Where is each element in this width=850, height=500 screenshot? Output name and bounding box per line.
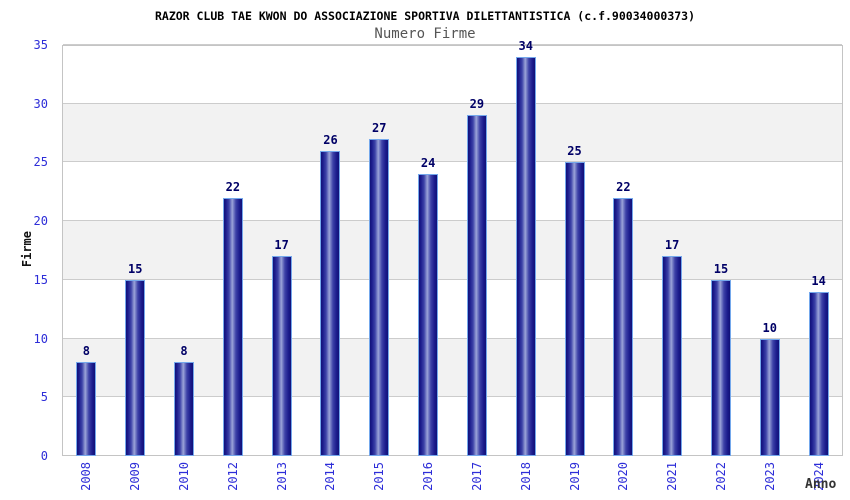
bar-2021	[662, 256, 683, 456]
y-tick-label-15: 15	[33, 272, 48, 287]
chart-subtitle: Numero Firme	[374, 26, 476, 42]
value-label-2009: 15	[127, 261, 143, 276]
y-tick-label-0: 0	[40, 449, 48, 463]
value-label-2022: 15	[713, 261, 729, 276]
value-label-2023: 10	[762, 320, 777, 335]
bar-2023	[759, 338, 780, 456]
x-tick-label-2008: 2008	[79, 462, 94, 491]
y-tick-label-5: 5	[40, 390, 48, 405]
y-tick-label-35: 35	[33, 38, 48, 52]
plot-band	[63, 102, 842, 162]
value-label-2018: 34	[518, 38, 533, 53]
y-tick-label-25: 25	[33, 155, 48, 170]
bar-2018	[515, 56, 536, 456]
x-tick-label-2017: 2017	[469, 462, 484, 491]
x-tick-label-2019: 2019	[567, 462, 582, 491]
value-label-2016: 24	[420, 156, 436, 171]
y-tick-label-10: 10	[33, 331, 48, 346]
x-tick-label-2016: 2016	[421, 462, 436, 491]
x-tick-label-2013: 2013	[274, 462, 289, 491]
value-label-2017: 29	[469, 97, 485, 112]
gridline-20	[63, 220, 842, 222]
y-tick-label-20: 20	[33, 214, 48, 229]
bar-2008	[76, 362, 97, 456]
bar-2017	[466, 115, 487, 456]
gridline-25	[63, 161, 842, 163]
x-tick-label-2012: 2012	[225, 462, 240, 491]
value-label-2008: 8	[82, 344, 91, 359]
bar-2010	[174, 362, 195, 456]
bar-2020	[613, 197, 634, 456]
x-axis-title: Anno	[805, 477, 837, 492]
gridline-30	[63, 102, 842, 104]
gridline-10	[63, 337, 842, 339]
x-tick-label-2010: 2010	[177, 462, 192, 491]
x-tick-label-2018: 2018	[518, 462, 533, 491]
value-label-2010: 8	[180, 344, 188, 359]
y-axis-title: Firme	[20, 231, 34, 268]
x-tick-label-2023: 2023	[762, 462, 777, 491]
value-label-2021: 17	[664, 238, 680, 253]
value-label-2019: 25	[567, 144, 582, 159]
bar-2019	[564, 162, 585, 456]
value-label-2012: 22	[225, 179, 241, 194]
x-tick-label-2014: 2014	[323, 462, 338, 491]
gridline-5	[63, 396, 842, 398]
gridline-35	[63, 44, 842, 45]
value-label-2015: 27	[372, 120, 387, 135]
value-label-2013: 17	[274, 238, 289, 253]
x-tick-label-2015: 2015	[372, 462, 387, 491]
chart-title: RAZOR CLUB TAE KWON DO ASSOCIAZIONE SPOR…	[154, 9, 696, 23]
y-tick-label-30: 30	[33, 96, 48, 111]
x-tick-label-2020: 2020	[616, 462, 631, 491]
bar-2022	[710, 279, 731, 456]
bar-2009	[125, 279, 146, 456]
x-tick-label-2021: 2021	[665, 462, 680, 491]
bar-2015	[369, 138, 390, 456]
value-label-2020: 22	[616, 179, 631, 194]
bar-2013	[271, 256, 292, 456]
bar-2014	[320, 150, 341, 456]
plot-band	[63, 220, 842, 279]
bar-2024	[808, 291, 829, 456]
gridline-15	[63, 278, 842, 280]
x-tick-label-2022: 2022	[713, 462, 728, 491]
bar-2012	[222, 197, 243, 456]
value-label-2024: 14	[811, 273, 826, 288]
value-label-2014: 26	[323, 132, 338, 147]
x-tick-label-2009: 2009	[128, 462, 143, 491]
bar-2016	[418, 174, 439, 456]
